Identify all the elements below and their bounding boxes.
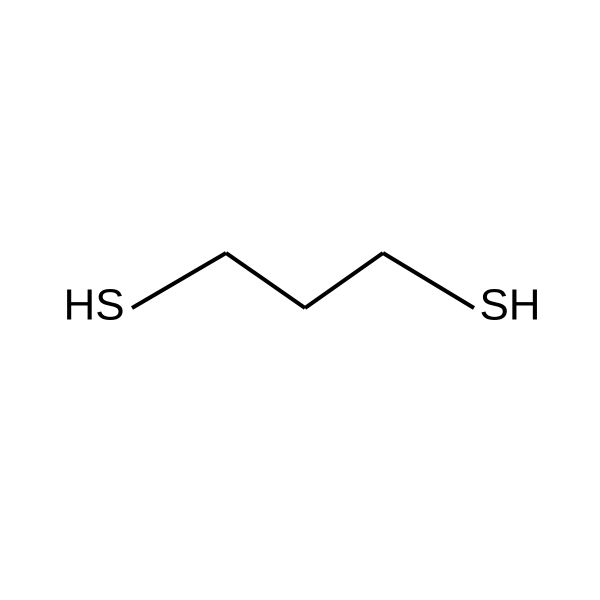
bond-2 <box>305 253 383 308</box>
bond-3 <box>383 253 474 308</box>
bond-0 <box>132 253 226 308</box>
bond-layer <box>132 253 474 308</box>
bond-1 <box>226 253 305 308</box>
atom-label-hs_left: HS <box>63 281 124 330</box>
chemical-structure-diagram: HS SH <box>0 0 600 600</box>
atom-label-sh_right: SH <box>479 281 540 330</box>
